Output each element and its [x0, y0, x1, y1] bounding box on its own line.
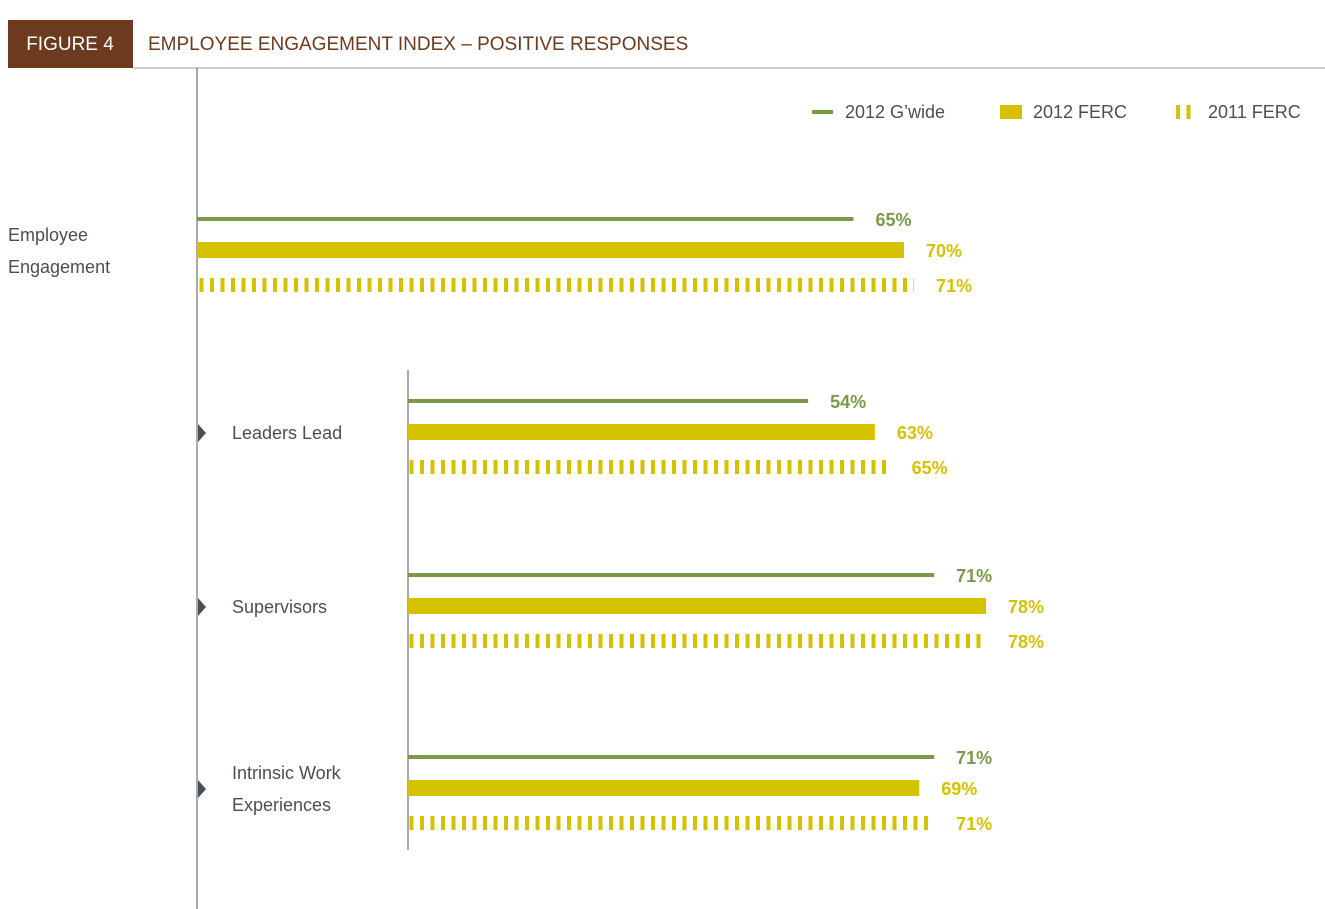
- chart-title: EMPLOYEE ENGAGEMENT INDEX – POSITIVE RES…: [148, 34, 688, 55]
- bar: [408, 598, 986, 614]
- legend-swatch: [1000, 105, 1022, 119]
- bar: [197, 217, 854, 221]
- bar: [408, 573, 935, 577]
- bar: [197, 278, 915, 292]
- bar: [408, 780, 920, 796]
- legend-label: 2011 FERC: [1208, 102, 1301, 122]
- value-label: 65%: [876, 210, 912, 230]
- category-label: Employee Engagement: [8, 225, 111, 277]
- value-label: 63%: [897, 423, 933, 443]
- category-label: Intrinsic Work Experiences: [232, 763, 341, 815]
- value-label: 65%: [912, 458, 948, 478]
- value-label: 54%: [830, 392, 866, 412]
- bar: [408, 399, 809, 403]
- category-arrow: [198, 424, 206, 442]
- value-label: 71%: [956, 814, 992, 834]
- figure-label-box: [8, 20, 133, 68]
- legend-swatch: [1175, 105, 1197, 119]
- legend-swatch: [812, 110, 833, 114]
- figure-label: FIGURE 4: [26, 34, 114, 55]
- value-label: 70%: [926, 241, 962, 261]
- bar: [408, 634, 986, 648]
- category-arrow: [198, 598, 206, 616]
- bar: [408, 424, 875, 440]
- bar: [408, 755, 935, 759]
- category-arrow: [198, 780, 206, 798]
- bar: [408, 460, 890, 474]
- category-label: Leaders Lead: [232, 423, 343, 443]
- legend-label: 2012 FERC: [1033, 102, 1127, 122]
- value-label: 71%: [936, 276, 972, 296]
- bar: [197, 242, 904, 258]
- value-label: 69%: [941, 779, 977, 799]
- value-label: 78%: [1008, 597, 1044, 617]
- value-label: 78%: [1008, 632, 1044, 652]
- bar: [408, 816, 935, 830]
- category-label: Supervisors: [232, 597, 328, 617]
- legend-label: 2012 G’wide: [845, 102, 945, 122]
- value-label: 71%: [956, 748, 992, 768]
- value-label: 71%: [956, 566, 992, 586]
